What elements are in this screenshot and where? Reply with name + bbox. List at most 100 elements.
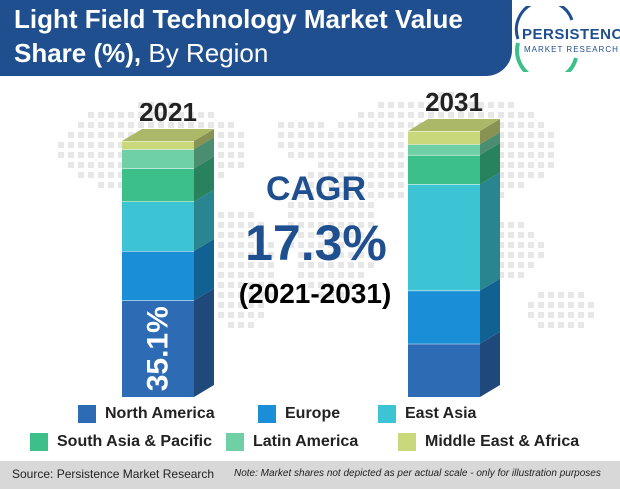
map-dot xyxy=(258,272,264,278)
map-dot xyxy=(78,122,84,128)
map-dot xyxy=(318,212,324,218)
map-dot xyxy=(538,242,544,248)
map-dot xyxy=(368,212,374,218)
bar-front-face xyxy=(408,184,480,291)
map-dot xyxy=(308,282,314,288)
stacked-bar-chart: 2021 2031 35.1% xyxy=(122,87,500,397)
map-dot xyxy=(378,132,384,138)
legend-label: Latin America xyxy=(253,433,359,450)
map-dot xyxy=(508,272,514,278)
map-dot xyxy=(308,142,314,148)
bar-side-face xyxy=(194,238,214,301)
bar-side-face xyxy=(194,129,214,150)
map-dot xyxy=(338,162,344,168)
bar-front-face xyxy=(408,144,480,155)
map-dot xyxy=(268,252,274,258)
map-dot xyxy=(238,272,244,278)
chart-title-line-1: Light Field Technology Market Value xyxy=(14,4,463,34)
map-dot xyxy=(358,132,364,138)
map-dot xyxy=(278,122,284,128)
map-dot xyxy=(348,182,354,188)
map-dot xyxy=(98,112,104,118)
map-dot xyxy=(538,162,544,168)
map-dot xyxy=(88,132,94,138)
map-dot xyxy=(238,312,244,318)
map-dot xyxy=(328,142,334,148)
map-dot xyxy=(368,202,374,208)
map-dot xyxy=(288,142,294,148)
map-dot xyxy=(498,252,504,258)
map-dot xyxy=(98,122,104,128)
map-dot xyxy=(128,132,134,138)
map-dot xyxy=(518,272,524,278)
bar-side-face xyxy=(194,137,214,169)
map-dot xyxy=(218,292,224,298)
map-dot xyxy=(288,242,294,248)
bar-front-face xyxy=(122,141,194,150)
map-dot xyxy=(108,182,114,188)
map-dot xyxy=(538,292,544,298)
bar-side-face xyxy=(480,172,500,291)
map-dot xyxy=(398,152,404,158)
map-dot xyxy=(328,162,334,168)
map-dot xyxy=(328,152,334,158)
map-dot xyxy=(528,142,534,148)
map-dot xyxy=(118,152,124,158)
map-dot xyxy=(348,142,354,148)
map-dot xyxy=(358,242,364,248)
map-dot xyxy=(248,252,254,258)
map-dot xyxy=(118,132,124,138)
map-dot xyxy=(318,202,324,208)
map-dot xyxy=(438,92,444,98)
map-dot xyxy=(518,252,524,258)
map-dot xyxy=(98,182,104,188)
map-dot xyxy=(528,122,534,128)
map-dot xyxy=(388,152,394,158)
map-dot xyxy=(378,152,384,158)
map-dot xyxy=(548,152,554,158)
map-dot xyxy=(518,242,524,248)
bar-side-face xyxy=(480,331,500,397)
footer-note: Note: Market shares not depicted as per … xyxy=(234,468,601,479)
legend-label: East Asia xyxy=(405,405,477,422)
map-dot xyxy=(78,162,84,168)
map-dot xyxy=(348,192,354,198)
legend-item: Europe xyxy=(258,403,340,425)
map-dot xyxy=(528,132,534,138)
legend-label: South Asia & Pacific xyxy=(57,433,212,450)
map-dot xyxy=(368,172,374,178)
map-dot xyxy=(238,322,244,328)
map-dot xyxy=(78,152,84,158)
map-dot xyxy=(538,312,544,318)
map-dot xyxy=(318,242,324,248)
map-dot xyxy=(508,262,514,268)
map-dot xyxy=(98,142,104,148)
map-dot xyxy=(338,182,344,188)
map-dot xyxy=(188,112,194,118)
map-dot xyxy=(118,142,124,148)
map-dot xyxy=(448,112,454,118)
map-dot xyxy=(348,132,354,138)
map-dot xyxy=(538,122,544,128)
map-dot xyxy=(268,292,274,298)
map-dot xyxy=(228,242,234,248)
map-dot xyxy=(528,302,534,308)
map-dot xyxy=(538,142,544,148)
map-dot xyxy=(108,172,114,178)
map-dot xyxy=(298,212,304,218)
map-dot xyxy=(568,302,574,308)
map-dot xyxy=(238,242,244,248)
map-dot xyxy=(218,282,224,288)
map-dot xyxy=(258,242,264,248)
legend-item: Middle East & Africa xyxy=(398,431,579,453)
map-dot xyxy=(508,152,514,158)
map-dot xyxy=(368,262,374,268)
map-dot xyxy=(298,132,304,138)
map-dot xyxy=(448,102,454,108)
map-dot xyxy=(348,272,354,278)
map-dot xyxy=(218,272,224,278)
map-dot xyxy=(398,192,404,198)
map-dot xyxy=(88,142,94,148)
map-dot xyxy=(388,172,394,178)
map-dot xyxy=(518,232,524,238)
